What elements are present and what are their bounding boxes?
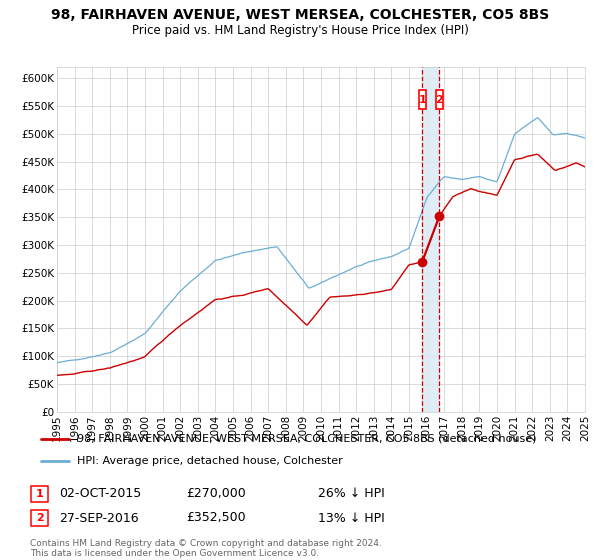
Bar [422, 67, 439, 412]
Text: 02-OCT-2015: 02-OCT-2015 [59, 487, 141, 501]
Text: HPI: Average price, detached house, Colchester: HPI: Average price, detached house, Colc… [77, 456, 343, 466]
Text: £352,500: £352,500 [186, 511, 245, 525]
Text: 2: 2 [436, 95, 443, 105]
Text: 98, FAIRHAVEN AVENUE, WEST MERSEA, COLCHESTER, CO5 8BS (detached house): 98, FAIRHAVEN AVENUE, WEST MERSEA, COLCH… [77, 434, 536, 444]
Text: Price paid vs. HM Land Registry's House Price Index (HPI): Price paid vs. HM Land Registry's House … [131, 24, 469, 37]
FancyBboxPatch shape [419, 91, 425, 109]
Text: 98, FAIRHAVEN AVENUE, WEST MERSEA, COLCHESTER, CO5 8BS: 98, FAIRHAVEN AVENUE, WEST MERSEA, COLCH… [51, 8, 549, 22]
Text: £270,000: £270,000 [186, 487, 246, 501]
Text: 13% ↓ HPI: 13% ↓ HPI [318, 511, 385, 525]
Text: 26% ↓ HPI: 26% ↓ HPI [318, 487, 385, 501]
Text: 1: 1 [418, 95, 426, 105]
FancyBboxPatch shape [436, 91, 443, 109]
Text: 1: 1 [36, 489, 43, 499]
Text: 2: 2 [36, 513, 43, 523]
Text: Contains HM Land Registry data © Crown copyright and database right 2024.
This d: Contains HM Land Registry data © Crown c… [30, 539, 382, 558]
Text: 27-SEP-2016: 27-SEP-2016 [59, 511, 139, 525]
